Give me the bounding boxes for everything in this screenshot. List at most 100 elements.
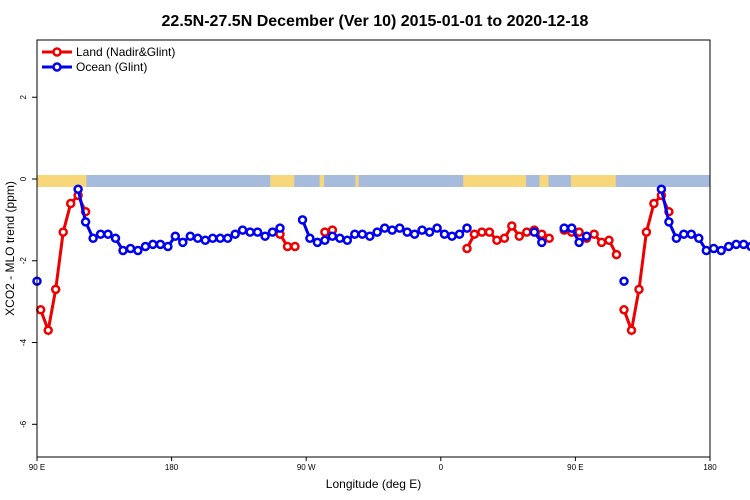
data-point — [619, 276, 629, 286]
data-point — [679, 229, 689, 239]
data-point — [50, 284, 61, 295]
data-point — [469, 229, 480, 239]
land-band-4 — [463, 175, 527, 187]
data-point — [409, 229, 420, 239]
data-point — [462, 223, 472, 233]
data-point — [664, 217, 674, 227]
data-point — [566, 223, 577, 233]
y-axis: 2 0 -2 -4 -6 — [19, 94, 37, 428]
data-point — [611, 249, 622, 260]
data-point — [185, 231, 196, 241]
data-point — [342, 235, 353, 246]
data-point — [178, 237, 188, 248]
data-point — [365, 231, 375, 241]
x-tick-label: 180 — [165, 463, 179, 472]
land-ocean-mask — [37, 175, 710, 187]
x-axis-label: Longitude (deg E) — [326, 477, 421, 491]
data-point — [148, 239, 158, 250]
series-line — [39, 192, 87, 336]
land-band-3 — [355, 175, 359, 187]
data-point — [215, 233, 225, 244]
data-point — [619, 305, 629, 315]
legend-label: Land (Nadir&Glint) — [76, 45, 175, 59]
data-point — [738, 239, 749, 250]
data-point — [708, 243, 719, 254]
data-point — [88, 233, 98, 244]
data-point — [65, 198, 76, 209]
data-point — [282, 241, 293, 252]
data-point — [731, 239, 741, 250]
data-point — [701, 245, 712, 256]
data-point — [402, 227, 412, 237]
data-point — [492, 235, 502, 246]
chart-title: 22.5N-27.5N December (Ver 10) 2015-01-01… — [162, 13, 589, 30]
data-point — [694, 233, 704, 244]
data-point — [58, 227, 68, 237]
data-point — [499, 233, 510, 244]
data-point — [350, 229, 360, 239]
data-point — [716, 245, 726, 256]
data-point — [80, 217, 91, 227]
series-land — [35, 190, 674, 336]
data-point — [574, 237, 584, 248]
data-point — [103, 229, 113, 239]
data-point — [207, 233, 218, 244]
data-point — [133, 245, 143, 256]
data-point — [252, 227, 263, 237]
series-layer — [32, 184, 750, 336]
data-point — [245, 227, 255, 237]
data-point — [626, 325, 637, 336]
data-point — [514, 231, 525, 241]
data-point — [671, 233, 682, 244]
data-point — [237, 225, 248, 235]
y-tick-label: -6 — [19, 420, 28, 428]
plot-frame — [36, 39, 711, 458]
data-point — [163, 241, 173, 252]
y-axis-label: XCO2 - MLO trend (ppm) — [3, 181, 17, 316]
data-point — [193, 233, 203, 244]
land-band-5 — [539, 175, 549, 187]
data-point — [275, 223, 285, 233]
legend-marker — [52, 47, 62, 57]
land-band-2 — [319, 175, 325, 187]
data-point — [432, 223, 442, 233]
x-tick-label: 90 E — [567, 463, 583, 472]
data-point — [335, 233, 345, 244]
data-point — [522, 227, 532, 237]
data-point — [544, 233, 554, 244]
data-point — [170, 231, 181, 241]
y-tick-label: -4 — [19, 338, 28, 346]
data-point — [559, 223, 569, 233]
data-point — [110, 233, 121, 244]
data-point — [327, 231, 338, 241]
data-point — [230, 229, 240, 239]
data-point — [35, 305, 46, 315]
data-point — [125, 243, 136, 254]
x-tick-label: 90 E — [29, 463, 45, 472]
data-point — [686, 229, 697, 239]
data-point — [581, 231, 592, 241]
data-point — [73, 184, 83, 194]
data-point — [200, 235, 211, 246]
data-point — [634, 284, 644, 295]
data-point — [320, 235, 330, 246]
data-point — [484, 227, 495, 237]
data-point — [574, 227, 584, 237]
data-point — [320, 227, 330, 237]
data-point — [537, 237, 547, 248]
land-band-6 — [570, 175, 616, 187]
data-point — [267, 227, 278, 237]
data-point — [379, 223, 390, 233]
data-point — [357, 229, 368, 239]
data-point — [260, 231, 270, 241]
y-tick-label: -2 — [19, 257, 28, 265]
data-point — [43, 325, 53, 336]
data-point — [477, 227, 487, 237]
data-point — [297, 215, 308, 225]
y-tick-label: 0 — [19, 176, 28, 181]
data-point — [641, 227, 652, 237]
data-point — [372, 227, 382, 237]
data-point — [305, 233, 315, 244]
data-point — [649, 198, 659, 209]
